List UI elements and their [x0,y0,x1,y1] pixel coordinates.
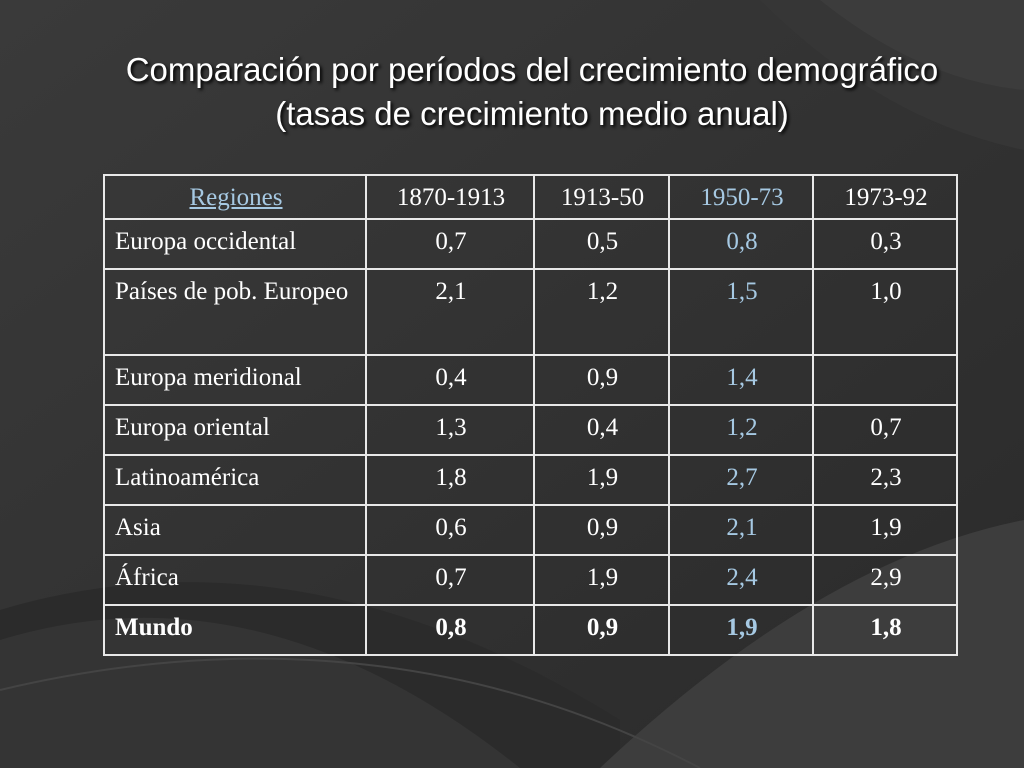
region-cell: Latinoamérica [103,454,367,506]
value-cell: 2,7 [668,454,814,506]
regiones-link[interactable]: Regiones [189,184,283,211]
value-cell: 0,9 [533,354,670,406]
growth-table: Regiones 1870-1913 1913-50 1950-73 1973-… [103,174,958,656]
value-cell: 2,3 [812,454,958,506]
slide-title: Comparación por períodos del crecimiento… [40,48,1024,136]
value-cell: 1,9 [812,504,958,556]
table-row: Europa occidental 0,7 0,5 0,8 0,3 [103,218,958,270]
value-cell: 1,8 [365,454,535,506]
value-cell: 2,1 [668,504,814,556]
value-cell: 0,6 [365,504,535,556]
table-header-row: Regiones 1870-1913 1913-50 1950-73 1973-… [103,174,958,220]
value-cell: 1,5 [668,268,814,356]
value-cell: 0,9 [533,604,670,656]
value-cell: 1,9 [533,454,670,506]
value-cell: 1,2 [533,268,670,356]
header-regiones[interactable]: Regiones [103,174,367,220]
table-row: Europa oriental 1,3 0,4 1,2 0,7 [103,404,958,456]
value-cell: 0,8 [668,218,814,270]
value-cell: 1,3 [365,404,535,456]
value-cell: 0,5 [533,218,670,270]
value-cell: 0,7 [365,218,535,270]
region-cell: Países de pob. Europeo [103,268,367,356]
value-cell: 1,8 [812,604,958,656]
table-row: Países de pob. Europeo 2,1 1,2 1,5 1,0 [103,268,958,356]
table-row-total: Mundo 0,8 0,9 1,9 1,8 [103,604,958,656]
value-cell: 2,9 [812,554,958,606]
table-row: Latinoamérica 1,8 1,9 2,7 2,3 [103,454,958,506]
header-period-3: 1950-73 [668,174,814,220]
region-cell: África [103,554,367,606]
region-cell: Mundo [103,604,367,656]
value-cell: 2,4 [668,554,814,606]
value-cell: 1,9 [533,554,670,606]
region-cell: Europa meridional [103,354,367,406]
slide-title-line2: (tasas de crecimiento medio anual) [275,95,789,132]
value-cell: 0,7 [812,404,958,456]
table-row: Asia 0,6 0,9 2,1 1,9 [103,504,958,556]
table-row: Europa meridional 0,4 0,9 1,4 [103,354,958,406]
value-cell: 0,4 [533,404,670,456]
value-cell: 1,0 [812,268,958,356]
header-period-1: 1870-1913 [365,174,535,220]
value-cell: 2,1 [365,268,535,356]
value-cell: 1,9 [668,604,814,656]
region-cell: Europa occidental [103,218,367,270]
header-period-4: 1973-92 [812,174,958,220]
region-cell: Asia [103,504,367,556]
header-period-2: 1913-50 [533,174,670,220]
value-cell: 0,3 [812,218,958,270]
value-cell: 1,2 [668,404,814,456]
table-row: África 0,7 1,9 2,4 2,9 [103,554,958,606]
value-cell: 0,9 [533,504,670,556]
region-cell: Europa oriental [103,404,367,456]
value-cell: 0,7 [365,554,535,606]
slide-title-line1: Comparación por períodos del crecimiento… [125,51,939,88]
value-cell: 0,4 [365,354,535,406]
value-cell: 0,8 [365,604,535,656]
value-cell: 1,4 [668,354,814,406]
value-cell [812,354,958,406]
